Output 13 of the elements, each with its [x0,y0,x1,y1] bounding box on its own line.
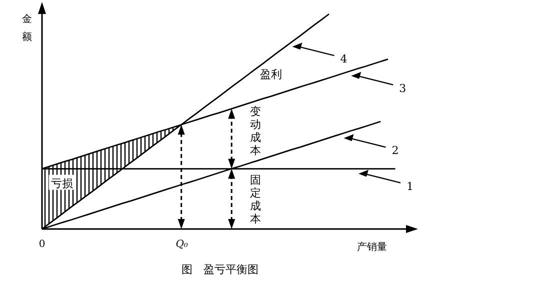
text: 4 [340,52,348,66]
annotation: 固定成本 [250,173,262,226]
x-tick-label: Q₀ [176,239,188,250]
text: 2 [392,144,399,158]
x-axis-title: 产销量 [357,241,387,253]
series-label: 1 [406,180,414,193]
x-tick-label: 0 [38,239,46,250]
y-axis-title: 金额 [22,13,32,43]
text: 图 盈亏平衡图 [182,263,258,276]
annotation: 亏损 [50,176,73,190]
annotation: 变动成本 [250,104,262,157]
annotation: 盈利 [260,68,282,82]
text: 3 [399,82,406,95]
